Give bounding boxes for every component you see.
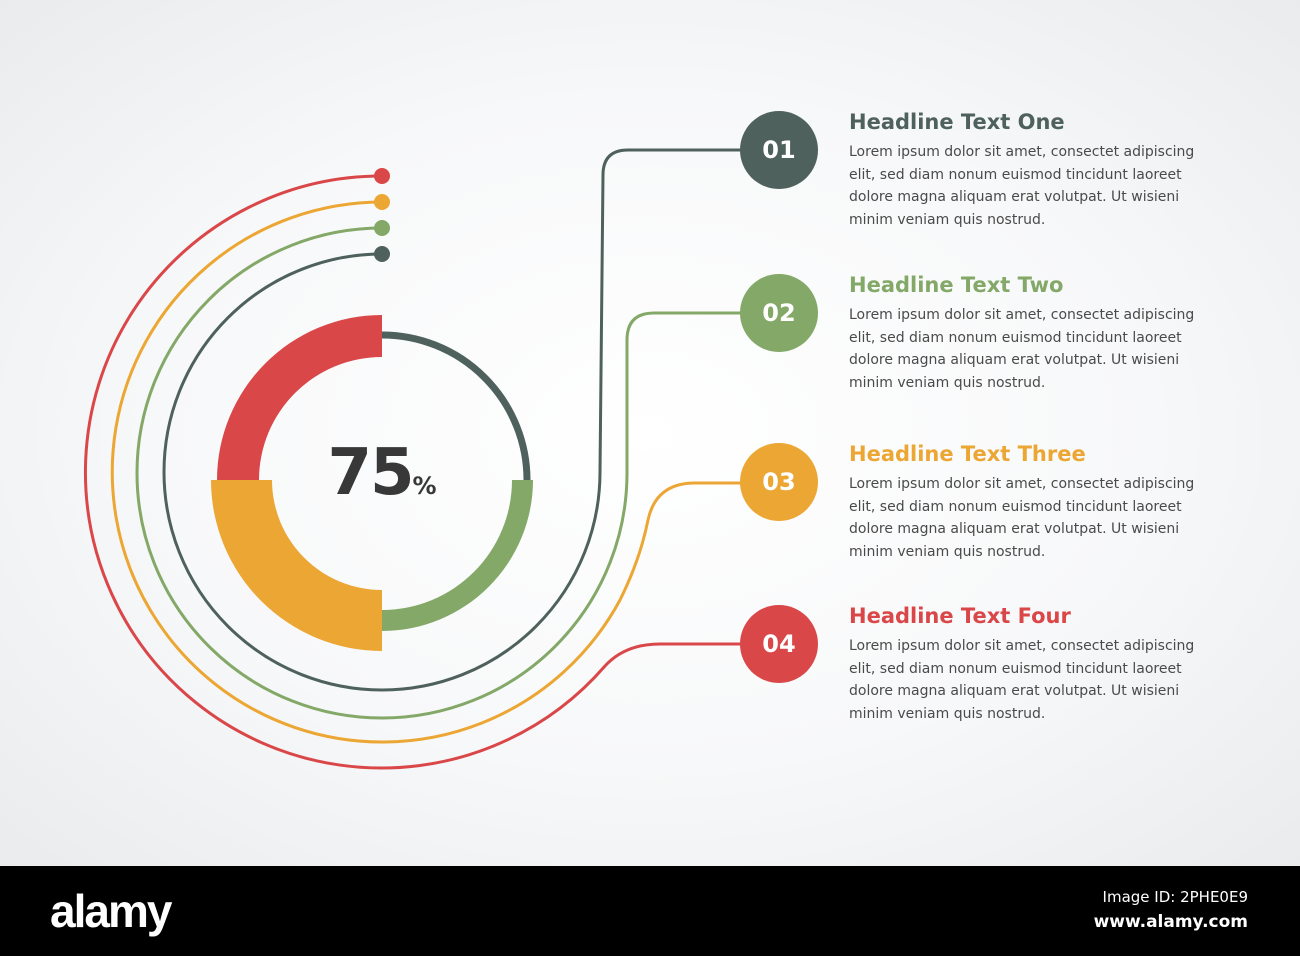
donut-segment-red bbox=[217, 315, 382, 480]
connector-line-01 bbox=[162, 148, 742, 692]
donut-segment-orange bbox=[211, 480, 382, 651]
item-01: Headline Text One Lorem ipsum dolor sit … bbox=[849, 109, 1229, 231]
connector-line-04 bbox=[83, 174, 742, 770]
center-percentage: 75% bbox=[300, 436, 464, 510]
badge-03: 03 bbox=[740, 443, 818, 521]
alamy-logo: alamy bbox=[50, 885, 172, 937]
connector-line-03 bbox=[110, 200, 742, 744]
dot-orange bbox=[374, 194, 390, 210]
footer-url: www.alamy.com bbox=[1093, 912, 1248, 932]
item-body: Lorem ipsum dolor sit amet, consectet ad… bbox=[849, 476, 1195, 560]
donut-segment-green bbox=[382, 480, 533, 631]
item-02: Headline Text Two Lorem ipsum dolor sit … bbox=[849, 272, 1229, 394]
item-03: Headline Text Three Lorem ipsum dolor si… bbox=[849, 441, 1229, 563]
item-body: Lorem ipsum dolor sit amet, consectet ad… bbox=[849, 638, 1195, 722]
badge-02: 02 bbox=[740, 274, 818, 352]
dot-gray bbox=[374, 246, 390, 262]
percentage-unit: % bbox=[412, 472, 437, 500]
item-headline: Headline Text Four bbox=[849, 604, 1071, 628]
infographic-canvas: 75% 01 02 03 04 Headline Text One Lorem … bbox=[0, 0, 1300, 866]
item-body: Lorem ipsum dolor sit amet, consectet ad… bbox=[849, 307, 1195, 391]
image-id: Image ID: 2PHE0E9 bbox=[1102, 888, 1248, 906]
item-headline: Headline Text Three bbox=[849, 442, 1086, 466]
item-04: Headline Text Four Lorem ipsum dolor sit… bbox=[849, 603, 1229, 725]
dot-red bbox=[374, 168, 390, 184]
watermark-footer: alamy Image ID: 2PHE0E9 www.alamy.com bbox=[0, 866, 1300, 956]
badge-01: 01 bbox=[740, 111, 818, 189]
ring-diagram bbox=[83, 148, 742, 770]
dot-green bbox=[374, 220, 390, 236]
badge-04: 04 bbox=[740, 605, 818, 683]
percentage-value: 75 bbox=[327, 436, 414, 510]
donut-segment-gray bbox=[381, 331, 531, 481]
item-body: Lorem ipsum dolor sit amet, consectet ad… bbox=[849, 144, 1195, 228]
item-headline: Headline Text One bbox=[849, 110, 1065, 134]
item-headline: Headline Text Two bbox=[849, 273, 1064, 297]
connector-line-02 bbox=[135, 226, 742, 720]
